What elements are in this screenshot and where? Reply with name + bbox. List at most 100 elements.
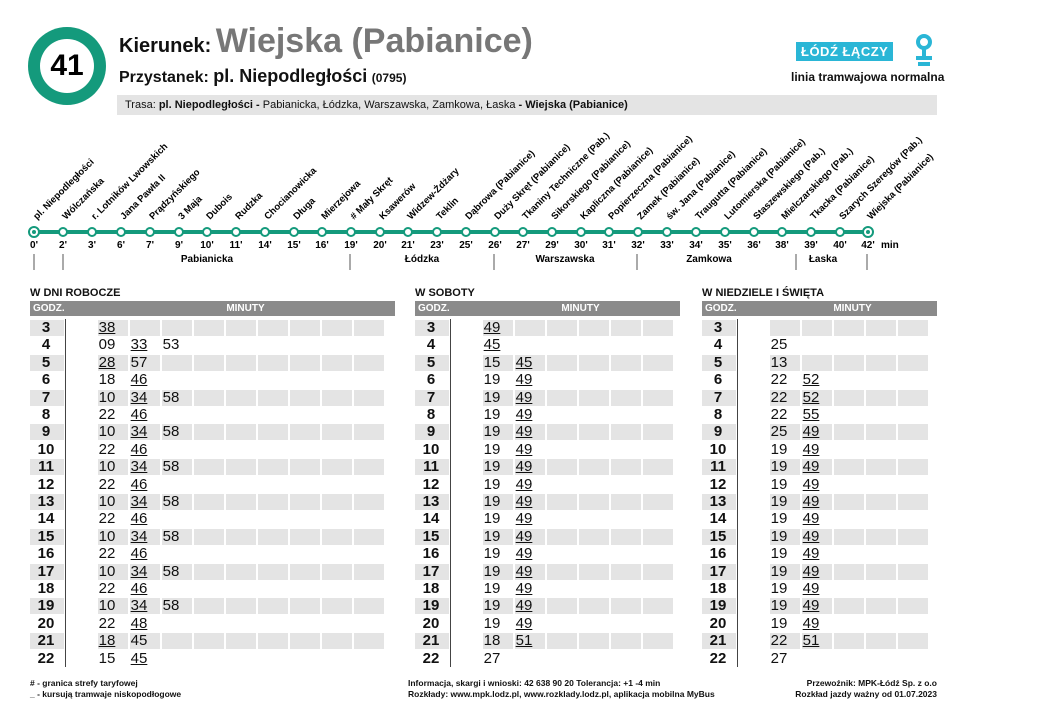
departure-minute: 34: [130, 597, 148, 615]
departure-minute: 15: [483, 353, 501, 371]
stop-time: 19': [344, 240, 358, 251]
stop-name: Długa: [291, 195, 318, 222]
departure-minute: 49: [802, 493, 820, 510]
table-row: 12 19 49: [702, 476, 937, 493]
minute-cell-bg: [194, 424, 224, 441]
departure-minute: 19: [770, 597, 788, 615]
route-summary: Trasa: pl. Niepodległości - Pabianicka, …: [117, 95, 937, 115]
departure-minute: 49: [802, 475, 820, 493]
minute-cell-bg: [611, 633, 641, 650]
minute-cell-bg: [322, 633, 352, 650]
table-row: 15 19 49: [415, 528, 680, 545]
departure-minute: 13: [770, 353, 788, 371]
stop-marker: [58, 227, 68, 237]
minute-cell-bg: [258, 424, 288, 441]
minute-cell-bg: [611, 320, 641, 336]
table-row: 12 19 49: [415, 476, 680, 493]
minute-cell-bg: [579, 598, 609, 615]
minute-cell-bg: [130, 320, 160, 336]
minute-cell-bg: [611, 563, 641, 580]
hour-value: 20: [37, 614, 55, 632]
hour-value: 18: [37, 580, 55, 597]
minute-cell-bg: [611, 459, 641, 476]
stop-time: 33': [660, 240, 674, 251]
minute-cell-bg: [226, 459, 256, 476]
minute-cell-bg: [898, 459, 928, 476]
minute-cell-bg: [98, 598, 128, 615]
minutes-header: MINUTY: [833, 303, 872, 314]
minute-cell-bg: [226, 320, 256, 336]
minute-cell-bg: [322, 424, 352, 441]
minute-cell-bg: [290, 598, 320, 615]
minute-cell-bg: [611, 354, 641, 371]
minute-cell-bg: [322, 598, 352, 615]
minute-cell-bg: [290, 320, 320, 336]
departure-minute: 58: [162, 458, 180, 476]
minute-cell-bg: [290, 528, 320, 545]
minute-cell-bg: [226, 633, 256, 650]
minute-cell-bg: [770, 633, 800, 650]
departure-minute: 22: [770, 388, 788, 406]
legend-zone: # - granica strefy taryfowej: [30, 678, 138, 688]
departure-minute: 22: [770, 371, 788, 389]
stop-time: 30': [574, 240, 588, 251]
minute-cell-bg: [258, 389, 288, 406]
minute-cell-bg: [194, 633, 224, 650]
hour-header: GODZ.: [33, 303, 65, 314]
minute-cell-bg: [579, 320, 609, 336]
minute-cell-bg: [898, 598, 928, 615]
departure-minute: 10: [98, 458, 116, 476]
minute-cell-bg: [98, 389, 128, 406]
minute-cell-bg: [483, 459, 513, 476]
hour-cell-bg: [702, 424, 736, 441]
departure-minute: 25: [770, 423, 788, 441]
minute-cell-bg: [834, 528, 864, 545]
minute-cell-bg: [483, 563, 513, 580]
stop-marker: [806, 227, 816, 237]
stop-marker: [116, 227, 126, 237]
stop-time: 21': [401, 240, 415, 251]
legend-lowfloor: _ - kursują tramwaje niskopodłogowe: [30, 689, 182, 699]
hour-value: 3: [713, 319, 723, 336]
minute-cell-bg: [866, 389, 896, 406]
minute-cell-bg: [547, 528, 577, 545]
departure-minute: 45: [483, 336, 501, 354]
table-header: GODZ. MINUTY: [30, 301, 395, 316]
table-row: 5 28 57: [30, 354, 395, 371]
table-row: 18 22 46: [30, 580, 395, 597]
departure-minute: 46: [130, 406, 148, 423]
minute-cell-bg: [98, 528, 128, 545]
departure-minute: 27: [483, 649, 501, 667]
table-row: 6 19 49: [415, 371, 680, 388]
minute-cell-bg: [354, 598, 384, 615]
departure-minute: 46: [130, 545, 148, 563]
stop-time: 16': [315, 240, 329, 251]
stop-time: 32': [631, 240, 645, 251]
minute-cell-bg: [834, 633, 864, 650]
departure-minute: 49: [515, 580, 533, 597]
stop-time: 27': [516, 240, 530, 251]
minute-cell-bg: [354, 320, 384, 336]
minute-cell-bg: [98, 459, 128, 476]
departure-minute: 58: [162, 597, 180, 615]
departure-minute: 49: [515, 597, 533, 615]
stop-name: Dubois: [204, 192, 235, 223]
table-row: 21 22 51: [702, 632, 937, 650]
table-row: 9 10 34 58: [30, 423, 395, 441]
hour-cell-bg: [415, 563, 449, 580]
hour-value: 21: [709, 632, 727, 650]
minute-cell-bg: [98, 633, 128, 650]
departure-minute: 49: [802, 423, 820, 441]
hour-value: 8: [41, 406, 51, 423]
table-row: 7 10 34 58: [30, 389, 395, 406]
stop-marker: [662, 227, 672, 237]
table-row: 6 22 52: [702, 371, 937, 388]
minute-cell-bg: [354, 563, 384, 580]
hour-cell-bg: [702, 389, 736, 406]
departure-minute: 49: [515, 614, 533, 632]
departure-minute: 22: [98, 614, 116, 632]
minute-cell-bg: [290, 389, 320, 406]
departure-minute: 19: [483, 423, 501, 441]
hour-value: 9: [713, 423, 723, 441]
stop-name: Rudzka: [233, 190, 265, 222]
